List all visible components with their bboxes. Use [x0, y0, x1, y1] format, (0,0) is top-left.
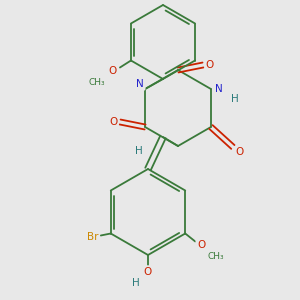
Text: O: O [109, 65, 117, 76]
Text: CH₃: CH₃ [208, 252, 225, 261]
Text: O: O [236, 147, 244, 157]
Text: H: H [231, 94, 239, 104]
Text: N: N [136, 79, 144, 89]
Text: H: H [132, 278, 140, 288]
Text: O: O [109, 117, 117, 127]
Text: O: O [197, 241, 206, 250]
Text: H: H [135, 146, 142, 156]
Text: N: N [215, 84, 223, 94]
Text: O: O [144, 267, 152, 277]
Text: O: O [206, 60, 214, 70]
Text: CH₃: CH₃ [88, 78, 105, 87]
Text: Br: Br [87, 232, 98, 242]
